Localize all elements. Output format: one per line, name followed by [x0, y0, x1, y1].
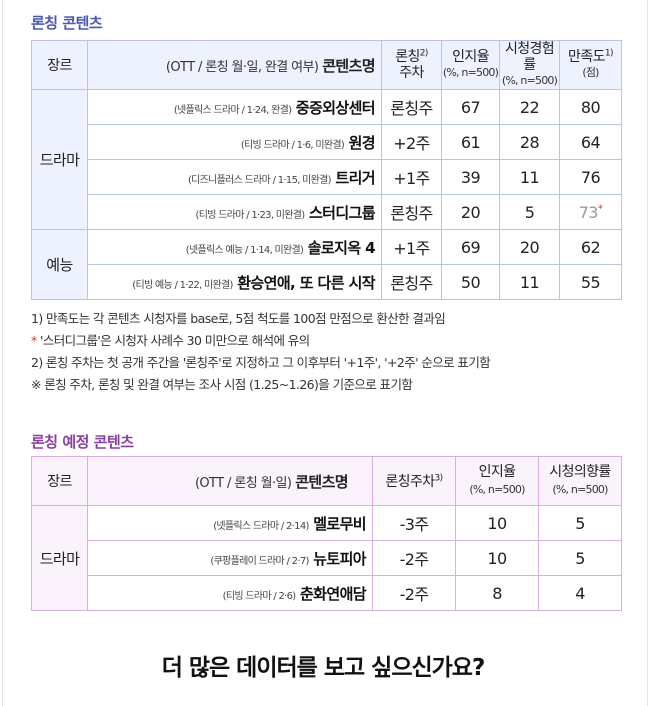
more-data-cta: 더 많은 데이터를 보고 싶으신가요? — [161, 655, 486, 681]
table-row: (디즈니플러스 드라마 / 1·15, 미완결) 트리거 +1주 39 11 7… — [32, 159, 622, 195]
header-title: (OTT / 론칭 월·일) 콘텐츠명 — [87, 456, 373, 506]
awareness-cell: 61 — [441, 124, 500, 160]
intent-cell: 5 — [538, 540, 622, 576]
launch-week-cell: 론칭주 — [381, 89, 442, 125]
header-launch-week: 론칭2) 주차 — [381, 40, 442, 90]
footnote: * '스터디그룹'은 시청자 사례수 30 미만으로 해석에 유의 — [31, 333, 310, 348]
table-header-row: 장르 (OTT / 론칭 월·일) 콘텐츠명 론칭주차3) 인지율 (%, n=… — [31, 456, 622, 506]
satisfaction-cell: 73* — [559, 194, 622, 230]
awareness-cell: 67 — [441, 89, 500, 125]
footnote-mark: * — [31, 333, 37, 348]
genre-cell-drama: 드라마 — [31, 89, 88, 230]
experience-cell: 20 — [499, 229, 560, 265]
table-row: 드라마 (넷플릭스 드라마 / 2·14) 멜로무비 -3주 10 5 — [31, 505, 622, 611]
satisfaction-cell: 55 — [559, 264, 622, 300]
awareness-cell: 10 — [455, 505, 539, 541]
launch-week-cell: -2주 — [372, 540, 456, 576]
header-awareness: 인지율 (%, n=500) — [455, 456, 539, 506]
footnote: 1) 만족도는 각 콘텐츠 시청자를 base로, 5점 척도를 100점 만점… — [31, 311, 446, 326]
table-row: (티빙 드라마 / 1·23, 미완결) 스터디그룹 론칭주 20 5 73* — [32, 194, 622, 230]
launch-week-cell: -2주 — [372, 575, 456, 611]
satisfaction-cell: 80 — [559, 89, 622, 125]
awareness-cell: 10 — [455, 540, 539, 576]
table-row: (티빙 드라마 / 1·6, 미완결) 원경 +2주 61 28 64 — [32, 124, 622, 160]
footnote: ※ 론칭 주차, 론칭 및 완결 여부는 조사 시점 (1.25~1.26)을 … — [31, 377, 413, 392]
table-row: (티빙 드라마 / 2·6) 춘화연애담 -2주 8 4 — [32, 575, 622, 611]
experience-cell: 22 — [499, 89, 560, 125]
low-sample-mark: * — [597, 203, 603, 215]
content-title-cell: (쿠팡플레이 드라마 / 2·7) 뉴토피아 — [87, 540, 373, 576]
launch-week-cell: +1주 — [381, 229, 442, 265]
table-row: (쿠팡플레이 드라마 / 2·7) 뉴토피아 -2주 10 5 — [32, 540, 622, 576]
section-title-upcoming: 론칭 예정 콘텐츠 — [31, 433, 134, 451]
content-title-cell: (넷플릭스 드라마 / 1·24, 완결) 중증외상센터 — [87, 89, 382, 125]
content-title-cell: (넷플릭스 드라마 / 2·14) 멜로무비 — [87, 505, 373, 541]
content-title-cell: (디즈니플러스 드라마 / 1·15, 미완결) 트리거 — [87, 159, 382, 195]
table-header-row: 장르 (OTT / 론칭 월·일, 완결 여부) 콘텐츠명 론칭2) 주차 인지… — [31, 40, 622, 90]
launch-week-cell: -3주 — [372, 505, 456, 541]
header-genre: 장르 — [31, 40, 88, 90]
launched-content-table: 장르 (OTT / 론칭 월·일, 완결 여부) 콘텐츠명 론칭2) 주차 인지… — [31, 40, 622, 300]
intent-cell: 5 — [538, 505, 622, 541]
footnote-mark: ※ — [31, 377, 41, 392]
satisfaction-cell: 76 — [559, 159, 622, 195]
awareness-cell: 39 — [441, 159, 500, 195]
header-genre: 장르 — [31, 456, 88, 506]
content-title-cell: (티빙 드라마 / 1·23, 미완결) 스터디그룹 — [87, 194, 382, 230]
header-experience: 시청경험률 (%, n=500) — [499, 40, 560, 90]
launch-week-cell: 론칭주 — [381, 194, 442, 230]
awareness-cell: 50 — [441, 264, 500, 300]
launch-week-cell: +2주 — [381, 124, 442, 160]
content-title-cell: (티빙 드라마 / 2·6) 춘화연애담 — [87, 575, 373, 611]
intent-cell: 4 — [538, 575, 622, 611]
header-awareness: 인지율 (%, n=500) — [441, 40, 500, 90]
experience-cell: 11 — [499, 264, 560, 300]
footnotes: 1) 만족도는 각 콘텐츠 시청자를 base로, 5점 척도를 100점 만점… — [31, 308, 621, 396]
upcoming-content-table: 장르 (OTT / 론칭 월·일) 콘텐츠명 론칭주차3) 인지율 (%, n=… — [31, 456, 622, 611]
content-title-cell: (티빙 예능 / 1·22, 미완결) 환승연애, 또 다른 시작 — [87, 264, 382, 300]
table-row: (티빙 예능 / 1·22, 미완결) 환승연애, 또 다른 시작 론칭주 50… — [32, 264, 622, 300]
header-satisfaction: 만족도1) (점) — [559, 40, 622, 90]
experience-cell: 28 — [499, 124, 560, 160]
header-intent: 시청의향률 (%, n=500) — [538, 456, 622, 506]
awareness-cell: 20 — [441, 194, 500, 230]
header-title: (OTT / 론칭 월·일, 완결 여부) 콘텐츠명 — [87, 40, 382, 90]
genre-cell-drama: 드라마 — [31, 505, 88, 611]
awareness-cell: 8 — [455, 575, 539, 611]
content-title-cell: (넷플릭스 예능 / 1·14, 미완결) 솔로지옥 4 — [87, 229, 382, 265]
content-title-cell: (티빙 드라마 / 1·6, 미완결) 원경 — [87, 124, 382, 160]
satisfaction-cell: 64 — [559, 124, 622, 160]
experience-cell: 5 — [499, 194, 560, 230]
table-row: 드라마 (넷플릭스 드라마 / 1·24, 완결) 중증외상센터 론칭주 67 … — [31, 89, 622, 230]
launch-week-cell: +1주 — [381, 159, 442, 195]
table-row: 예능 (넷플릭스 예능 / 1·14, 미완결) 솔로지옥 4 +1주 69 2… — [31, 229, 622, 300]
header-launch-week: 론칭주차3) — [372, 456, 456, 506]
footnote: 2) 론칭 주차는 첫 공개 주간을 '론칭주'로 지정하고 그 이후부터 '+… — [31, 355, 491, 370]
launch-week-cell: 론칭주 — [381, 264, 442, 300]
awareness-cell: 69 — [441, 229, 500, 265]
satisfaction-cell: 62 — [559, 229, 622, 265]
genre-cell-variety: 예능 — [31, 229, 88, 300]
experience-cell: 11 — [499, 159, 560, 195]
section-title-launched: 론칭 콘텐츠 — [31, 14, 103, 32]
